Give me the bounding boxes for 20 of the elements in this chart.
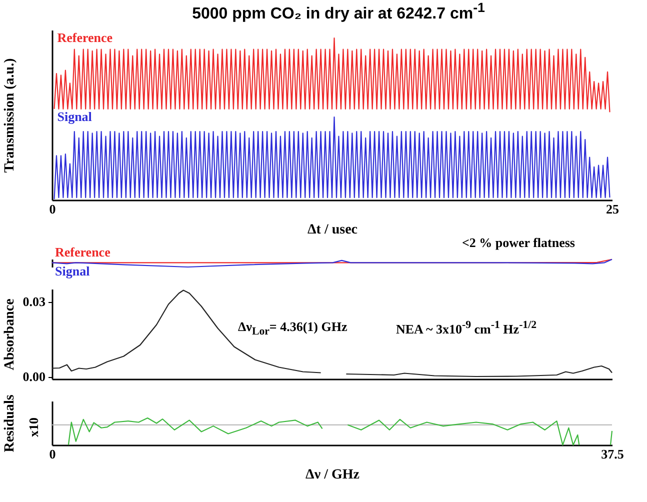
x-tick-label: 37.5 bbox=[601, 446, 624, 462]
text: <2 % power flatness bbox=[462, 235, 575, 251]
x-tick-label: 0 bbox=[49, 202, 56, 216]
x-tick-label: 25 bbox=[606, 202, 620, 216]
series-label: Reference bbox=[57, 30, 113, 46]
x-axis-title: Δν / GHz bbox=[306, 468, 360, 482]
x-axis-title: Δt / usec bbox=[308, 222, 358, 238]
y-tick-label: 0.00 bbox=[22, 369, 46, 384]
annotation: NEA ~ 3x10$^{-9}$ cm$^{-1}$ Hz$^{-1/2}$ bbox=[396, 319, 537, 338]
y-axis-title: Residuals bbox=[2, 394, 18, 452]
y-axis-title: Transmission (a.u.) bbox=[2, 58, 18, 173]
series-label: Reference bbox=[55, 244, 111, 260]
y-axis-title: Absorbance bbox=[2, 298, 18, 370]
text: x10 bbox=[26, 418, 42, 437]
series-label: Signal bbox=[57, 109, 92, 124]
annotation: Δν$_{Lor}$= 4.36(1) GHz bbox=[238, 319, 348, 338]
y-tick-label: 0.03 bbox=[22, 294, 46, 309]
chart-title: 5000 ppm CO₂ in dry air at 6242.7 cm$^{-1}$ bbox=[191, 0, 486, 24]
series-label: Signal bbox=[55, 264, 90, 279]
x-tick-label: 0 bbox=[49, 446, 56, 462]
